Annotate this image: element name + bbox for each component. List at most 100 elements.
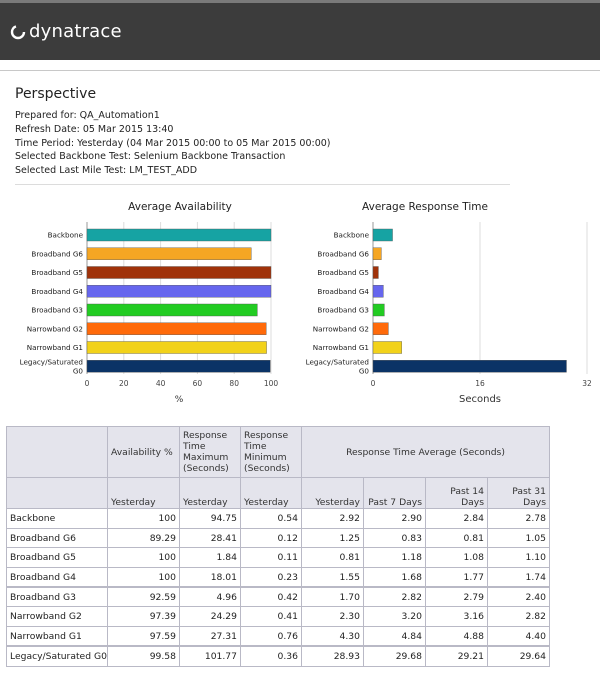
cell-min: 0.11: [240, 547, 302, 569]
cell-p14: 1.77: [425, 567, 488, 588]
cell-max: 101.77: [179, 645, 241, 667]
header-availability: Availability %: [107, 426, 180, 478]
availability-tick-label: 100: [264, 379, 279, 388]
availability-category-label: Narrowband G1: [27, 343, 83, 352]
availability-category-label: Narrowband G2: [27, 324, 83, 333]
cell-p14: 4.88: [425, 626, 488, 647]
cell-p31: 2.40: [487, 586, 550, 608]
cell-max: 24.29: [179, 606, 241, 628]
availability-bar: [86, 228, 272, 242]
table-row: Backbone 100 94.75 0.54 2.92 2.90 2.84 2.78: [6, 508, 550, 529]
backbone-test: Selected Backbone Test: Selenium Backbon…: [15, 151, 286, 163]
availability-bar: [86, 322, 267, 335]
cell-avail: 92.59: [107, 586, 180, 608]
rt-tick-label: 0: [371, 379, 376, 388]
cell-avail: 100: [107, 508, 180, 529]
subheader-past14: Past 14 Days: [425, 477, 488, 509]
cell-avail: 97.59: [107, 626, 180, 647]
table-row: Narrowband G2 97.39 24.29 0.41 2.30 3.20 3.16 2…: [6, 606, 550, 628]
brand-name: dynatrace: [29, 21, 122, 42]
page-title: Perspective: [15, 86, 97, 102]
rt-category-label: Broadband G4: [317, 287, 369, 296]
availability-tick-label: 0: [85, 379, 90, 388]
cell-avg_y: 2.30: [301, 606, 364, 628]
cell-p31: 1.74: [487, 567, 550, 588]
availability-tick-label: 60: [193, 379, 203, 388]
cell-p7: 0.83: [363, 527, 426, 549]
rt-category-label: Narrowband G2: [313, 324, 369, 333]
row-label: Narrowband G1: [6, 626, 108, 647]
cell-avg_y: 0.81: [301, 547, 364, 569]
cell-max: 94.75: [179, 508, 241, 529]
availability-category-label: Broadband G5: [31, 268, 83, 277]
availability-category-label: Broadband G4: [31, 287, 83, 296]
cell-p14: 3.16: [425, 606, 488, 628]
cell-min: 0.36: [240, 645, 302, 667]
meta-divider: [15, 184, 510, 185]
availability-tick-label: 40: [156, 379, 166, 388]
cell-avg_y: 28.93: [301, 645, 364, 667]
cell-avail: 89.29: [107, 527, 180, 549]
cell-avail: 99.58: [107, 645, 180, 667]
row-label: Broadband G4: [6, 567, 108, 588]
table-row: Broadband G4 100 18.01 0.23 1.55 1.68 1.77 1.74: [6, 567, 550, 588]
rt-bar: [372, 341, 402, 354]
availability-bar: [86, 285, 272, 298]
availability-bar: [86, 341, 267, 354]
rt-tick-label: 32: [582, 379, 592, 388]
time-period: Time Period: Yesterday (04 Mar 2015 00:0…: [15, 137, 331, 149]
header-divider: [0, 70, 600, 71]
availability-category-label: Broadband G3: [31, 306, 83, 315]
cell-min: 0.41: [240, 606, 302, 628]
header-blank: [6, 426, 108, 478]
cell-p7: 2.90: [363, 508, 426, 529]
cell-avail: 100: [107, 547, 180, 569]
table-row: Legacy/Saturated G0 99.58 101.77 0.36 28.93 2…: [6, 645, 550, 667]
cell-p7: 1.18: [363, 547, 426, 569]
cell-p31: 4.40: [487, 626, 550, 647]
rt-bar: [372, 228, 393, 242]
report-meta: Prepared for: QA_Automation1 Refresh Dat…: [15, 109, 331, 178]
cell-avg_y: 1.25: [301, 527, 364, 549]
cell-min: 0.54: [240, 508, 302, 529]
subheader-past7: Past 7 Days: [363, 477, 426, 509]
cell-p14: 2.84: [425, 508, 488, 529]
availability-category-label: Legacy/Saturated G0: [20, 357, 84, 375]
subheader-max-yesterday: Yesterday: [179, 477, 241, 509]
cell-p31: 2.78: [487, 508, 550, 529]
cell-min: 0.23: [240, 567, 302, 588]
row-label: Legacy/Saturated G0: [6, 645, 108, 667]
availability-bar: [86, 266, 272, 279]
cell-max: 1.84: [179, 547, 241, 569]
cell-max: 18.01: [179, 567, 241, 588]
cell-p7: 4.84: [363, 626, 426, 647]
rt-category-label: Broadband G6: [317, 249, 369, 258]
cell-p31: 29.64: [487, 645, 550, 667]
subheader-avg-yesterday: Yesterday: [301, 477, 364, 509]
cell-p7: 2.82: [363, 586, 426, 608]
cell-avg_y: 2.92: [301, 508, 364, 529]
results-table: Availability % Response Time Maximum (Se…: [6, 426, 550, 667]
rt-axis-label: Seconds: [459, 394, 501, 405]
rt-bar: [372, 322, 389, 335]
rt-bar: [372, 360, 567, 373]
rt-tick-label: 16: [475, 379, 485, 388]
cell-max: 4.96: [179, 586, 241, 608]
cell-avg_y: 1.70: [301, 586, 364, 608]
cell-avail: 100: [107, 567, 180, 588]
cell-max: 27.31: [179, 626, 241, 647]
availability-axis-label: %: [175, 395, 184, 405]
cell-avail: 97.39: [107, 606, 180, 628]
cell-min: 0.12: [240, 527, 302, 549]
dynatrace-logo-icon: [10, 24, 26, 39]
availability-bar: [86, 303, 258, 317]
row-label: Backbone: [6, 508, 108, 529]
subheader-blank: [6, 477, 108, 509]
table-row: Broadband G5 100 1.84 0.11 0.81 1.18 1.08 1.10: [6, 547, 550, 569]
availability-chart: Backbone Broadband G6 Broadband G5 Broadban…: [20, 222, 279, 405]
row-label: Broadband G5: [6, 547, 108, 569]
brand-logo[interactable]: dynatrace: [10, 21, 122, 42]
subheader-avail-yesterday: Yesterday: [107, 477, 180, 509]
cell-p14: 1.08: [425, 547, 488, 569]
cell-min: 0.42: [240, 586, 302, 608]
